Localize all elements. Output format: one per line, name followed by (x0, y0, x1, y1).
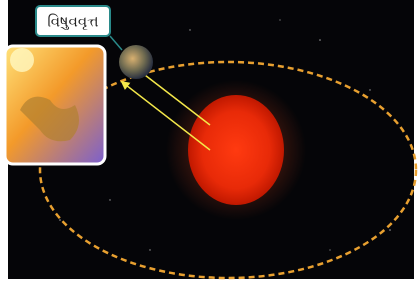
illustration: વિષુવવૃત્ત (0, 0, 419, 287)
light-spot (10, 48, 34, 72)
sun (188, 95, 284, 205)
earth (119, 45, 153, 79)
equator-label: વિષુવવૃત્ત (47, 13, 98, 31)
